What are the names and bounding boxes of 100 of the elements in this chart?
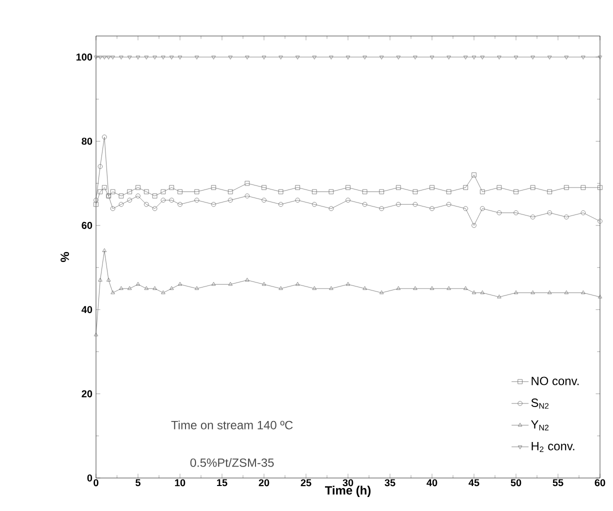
point xyxy=(497,294,502,298)
point xyxy=(127,198,132,203)
point xyxy=(228,189,233,194)
point xyxy=(430,206,434,211)
point xyxy=(211,202,216,207)
point xyxy=(228,56,232,60)
point xyxy=(396,286,400,290)
x-tick-label: 60 xyxy=(594,479,606,486)
y-tick-label: 40 xyxy=(82,306,92,314)
point xyxy=(413,286,418,290)
point xyxy=(102,248,106,252)
y-tick-label: 100 xyxy=(76,54,92,61)
point xyxy=(547,210,552,216)
point xyxy=(102,185,107,190)
point xyxy=(244,194,250,198)
point xyxy=(102,56,106,60)
point xyxy=(127,189,132,194)
point xyxy=(169,198,174,203)
point xyxy=(262,282,266,286)
point xyxy=(110,290,115,294)
point xyxy=(118,202,124,207)
point xyxy=(581,290,586,294)
point xyxy=(472,290,476,294)
point xyxy=(446,56,451,60)
point xyxy=(514,290,518,294)
point xyxy=(98,278,102,282)
point xyxy=(194,286,199,290)
point xyxy=(329,56,334,60)
x-tick-label: 55 xyxy=(552,479,564,486)
point xyxy=(194,189,200,194)
point xyxy=(463,206,468,211)
point xyxy=(245,278,250,282)
point xyxy=(295,198,300,203)
x-tick-label: 0 xyxy=(94,479,98,486)
x-tick-label: 15 xyxy=(217,479,228,486)
x-tick-label: 35 xyxy=(384,479,396,486)
point xyxy=(110,206,116,211)
legend-label: Y$_{N2}$ xyxy=(531,420,549,430)
point xyxy=(379,206,384,211)
point xyxy=(362,286,367,290)
point xyxy=(118,194,124,198)
point xyxy=(480,290,484,294)
point xyxy=(119,286,124,290)
point xyxy=(178,56,182,60)
point xyxy=(362,189,368,194)
point xyxy=(564,290,568,294)
point xyxy=(580,185,586,190)
point xyxy=(160,189,166,194)
legend-label: H$_{2}$ conv. xyxy=(532,442,574,452)
point xyxy=(548,56,552,60)
point xyxy=(98,189,103,194)
point xyxy=(413,56,418,60)
point xyxy=(136,194,140,198)
point xyxy=(152,286,157,290)
point xyxy=(564,185,569,190)
x-tick-label: 30 xyxy=(342,479,354,486)
point xyxy=(296,56,300,60)
point xyxy=(169,185,174,190)
point xyxy=(94,202,98,207)
point xyxy=(564,56,568,60)
point xyxy=(430,185,434,190)
point xyxy=(110,56,115,60)
point xyxy=(144,202,149,207)
x-tick-label: 25 xyxy=(300,479,312,486)
annotation: Time on stream 140 ºC xyxy=(171,420,293,430)
point xyxy=(178,282,182,286)
point xyxy=(472,56,476,60)
point xyxy=(446,189,452,194)
x-tick-label: 5 xyxy=(136,479,140,486)
point xyxy=(430,56,434,60)
point xyxy=(262,185,266,190)
point xyxy=(295,185,300,190)
point xyxy=(212,282,216,286)
point xyxy=(262,198,266,203)
point xyxy=(430,286,434,290)
x-tick-label: 10 xyxy=(175,479,186,486)
point xyxy=(312,286,316,290)
point xyxy=(496,185,502,190)
point xyxy=(136,282,140,286)
point xyxy=(472,172,476,178)
point xyxy=(194,198,200,203)
point xyxy=(497,56,502,60)
point xyxy=(296,282,300,286)
point xyxy=(312,56,316,60)
point xyxy=(514,210,518,216)
point xyxy=(328,206,334,211)
point xyxy=(472,223,476,228)
point xyxy=(194,56,199,60)
point xyxy=(547,189,552,194)
point xyxy=(106,56,111,60)
point xyxy=(212,56,216,60)
point xyxy=(161,290,166,294)
point xyxy=(144,189,149,194)
x-tick-label: 20 xyxy=(258,479,270,486)
point xyxy=(228,198,233,203)
point xyxy=(480,206,485,211)
x-axis-title: Time (h) xyxy=(325,486,371,497)
point xyxy=(160,198,166,203)
point xyxy=(480,56,484,60)
point xyxy=(144,56,148,60)
